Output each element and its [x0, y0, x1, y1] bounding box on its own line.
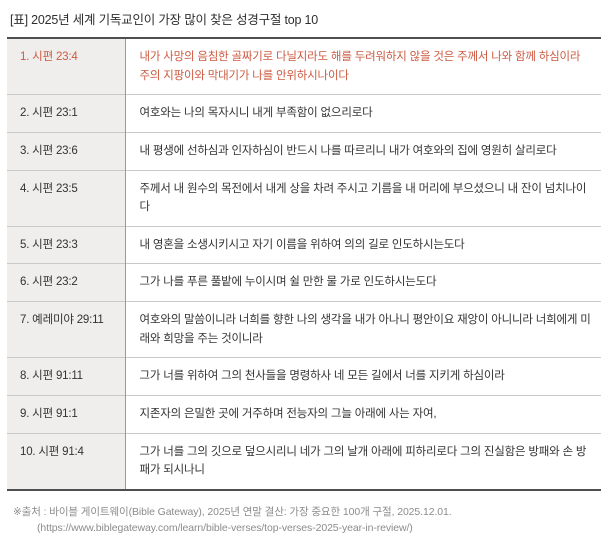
rank-reference-cell: 1. 시편 23:4 [7, 38, 126, 95]
verse-text-cell: 여호와의 말씀이니라 너희를 향한 나의 생각을 내가 아나니 평안이요 재앙이… [125, 300, 601, 358]
rank-reference-cell: 6. 시편 23:2 [7, 263, 126, 302]
verse-text-cell: 내 영혼을 소생시키시고 자기 이름을 위하여 의의 길로 인도하시는도다 [125, 225, 601, 264]
verse-text-cell: 그가 나를 푸른 풀밭에 누이시며 쉴 만한 물 가로 인도하시는도다 [125, 263, 601, 302]
table-row: 6. 시편 23:2 그가 나를 푸른 풀밭에 누이시며 쉴 만한 물 가로 인… [7, 263, 601, 302]
verse-text-cell: 주께서 내 원수의 목전에서 내게 상을 차려 주시고 기름을 내 머리에 부으… [125, 169, 601, 227]
rank-reference-cell: 10. 시편 91:4 [7, 432, 126, 490]
source-citation: ※출처 : 바이블 게이트웨이(Bible Gateway), 2025년 연말… [13, 504, 608, 536]
rank-reference-cell: 2. 시편 23:1 [7, 94, 126, 133]
rank-reference-cell: 9. 시편 91:1 [7, 394, 126, 433]
verse-text-cell: 지존자의 은밀한 곳에 거주하며 전능자의 그늘 아래에 사는 자여, [125, 394, 601, 433]
rank-reference-cell: 5. 시편 23:3 [7, 225, 126, 264]
rank-reference-cell: 8. 시편 91:11 [7, 357, 126, 396]
verse-text-cell: 여호와는 나의 목자시니 내게 부족함이 없으리로다 [125, 94, 601, 133]
table-body: 1. 시편 23:4 내가 사망의 음침한 골짜기로 다닐지라도 해를 두려워하… [7, 38, 601, 490]
verse-text-cell: 내가 사망의 음침한 골짜기로 다닐지라도 해를 두려워하지 않을 것은 주께서… [139, 51, 581, 82]
table-row: 9. 시편 91:1 지존자의 은밀한 곳에 거주하며 전능자의 그늘 아래에 … [7, 394, 601, 433]
table-row: 8. 시편 91:11 그가 너를 위하여 그의 천사들을 명령하사 네 모든 … [7, 357, 601, 396]
source-url: (https://www.biblegateway.com/learn/bibl… [37, 522, 413, 535]
table-row: 4. 시편 23:5 주께서 내 원수의 목전에서 내게 상을 차려 주시고 기… [7, 169, 601, 227]
page-title: [표] 2025년 세계 기독교인이 가장 많이 찾은 성경구절 top 10 [10, 13, 318, 27]
table-row: 10. 시편 91:4 그가 너를 그의 깃으로 덮으시리니 네가 그의 날개 … [7, 432, 601, 490]
verse-text-cell: 그가 너를 위하여 그의 천사들을 명령하사 네 모든 길에서 너를 지키게 하… [125, 357, 601, 396]
bible-verses-table: 1. 시편 23:4 내가 사망의 음침한 골짜기로 다닐지라도 해를 두려워하… [7, 37, 601, 491]
table-row: 7. 예레미야 29:11 여호와의 말씀이니라 너희를 향한 나의 생각을 내… [7, 300, 601, 358]
rank-reference-cell: 7. 예레미야 29:11 [7, 300, 126, 358]
table-row: 3. 시편 23:6 내 평생에 선하심과 인자하심이 반드시 나를 따르리니 … [7, 131, 601, 170]
source-line: ※출처 : 바이블 게이트웨이(Bible Gateway), 2025년 연말… [13, 505, 452, 518]
table-row: 1. 시편 23:4 내가 사망의 음침한 골짜기로 다닐지라도 해를 두려워하… [7, 38, 601, 95]
table-row: 5. 시편 23:3 내 영혼을 소생시키시고 자기 이름을 위하여 의의 길로… [7, 225, 601, 264]
rank-reference-cell: 4. 시편 23:5 [7, 169, 126, 227]
verse-text-cell: 그가 너를 그의 깃으로 덮으시리니 네가 그의 날개 아래에 피하리로다 그의… [125, 432, 601, 490]
table-row: 2. 시편 23:1 여호와는 나의 목자시니 내게 부족함이 없으리로다 [7, 94, 601, 133]
verse-text-cell: 내 평생에 선하심과 인자하심이 반드시 나를 따르리니 내가 여호와의 집에 … [125, 131, 601, 170]
rank-reference-cell: 3. 시편 23:6 [7, 131, 126, 170]
